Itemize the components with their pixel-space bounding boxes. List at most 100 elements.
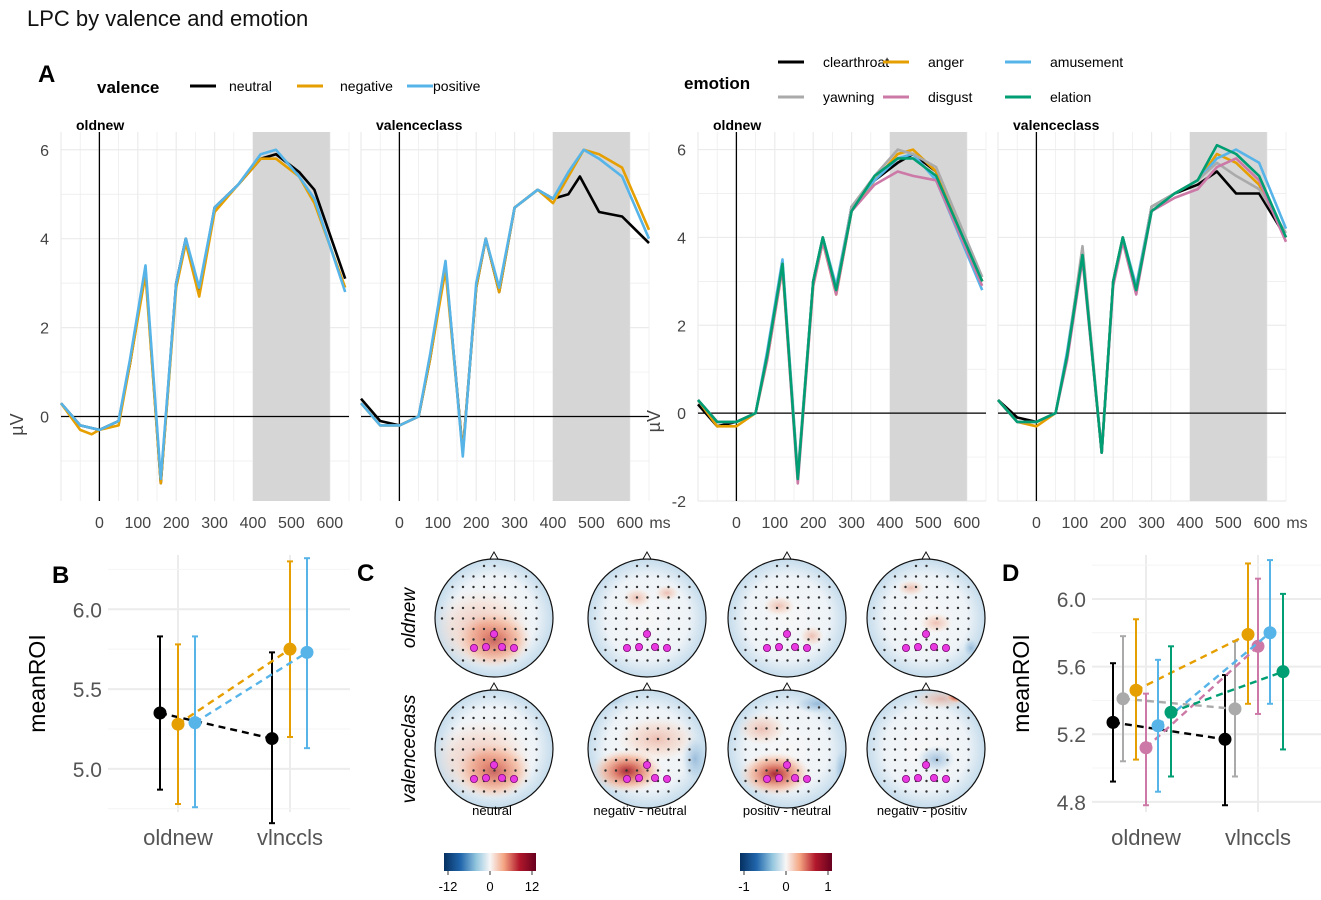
electrode <box>656 769 660 772</box>
roi-electrode <box>469 775 478 784</box>
electrode <box>514 769 517 772</box>
electrode <box>775 758 779 762</box>
activity-blob <box>800 626 824 646</box>
electrode <box>967 617 970 620</box>
electrode <box>604 769 607 772</box>
electrode <box>817 769 821 772</box>
electrode <box>461 585 465 589</box>
electrode <box>914 748 918 751</box>
colorbar-tick-label: 1 <box>824 879 831 894</box>
electrode <box>883 585 886 589</box>
colorbar-tick-label: -12 <box>439 879 458 894</box>
x-tick-label: 600 <box>616 515 643 532</box>
roi-electrode <box>902 644 911 653</box>
x-tick-label: 0 <box>95 515 104 532</box>
electrode <box>667 638 670 641</box>
electrode <box>914 790 918 793</box>
electrode <box>646 617 649 620</box>
x-tick-label: 300 <box>1138 515 1165 532</box>
nose-icon <box>489 681 499 691</box>
electrode <box>646 695 649 699</box>
electrode <box>535 596 538 599</box>
roi-electrode <box>643 761 652 770</box>
electrode <box>817 748 821 751</box>
electrode <box>646 716 649 720</box>
electrode <box>482 617 486 620</box>
electrode <box>883 627 886 631</box>
scalp-activity <box>435 564 538 668</box>
mean-point-disgust <box>1251 639 1265 653</box>
electrode <box>524 748 528 751</box>
electrode <box>946 716 949 720</box>
electrode <box>893 790 897 793</box>
mean-point-positive <box>188 716 202 730</box>
electrode <box>925 617 928 620</box>
electrode <box>535 737 538 741</box>
roi-electrode <box>509 644 518 653</box>
electrode <box>493 790 496 793</box>
electrode <box>667 727 670 730</box>
topomap-0-0 <box>434 550 554 678</box>
electrode <box>935 737 939 741</box>
electrode <box>688 606 691 610</box>
electrode <box>744 596 747 599</box>
electrode <box>614 585 618 589</box>
electrode <box>883 758 886 762</box>
electrode <box>935 758 939 762</box>
electrode <box>893 706 897 709</box>
electrode <box>493 716 496 720</box>
mean-point-yawning <box>1116 692 1130 706</box>
electrode <box>482 769 486 772</box>
electrode <box>656 727 660 730</box>
electrode <box>472 596 475 599</box>
electrode <box>956 769 960 772</box>
electrode <box>688 638 691 641</box>
lpc-window <box>253 132 330 501</box>
x-tick-label: 600 <box>953 515 980 532</box>
electrode <box>593 606 597 610</box>
electrode <box>807 638 810 641</box>
electrode <box>796 638 800 641</box>
electrode <box>451 737 454 741</box>
electrode <box>625 585 628 589</box>
electrode <box>883 606 886 610</box>
electrode <box>524 596 528 599</box>
electrode <box>754 790 758 793</box>
mean-point-clearthroat <box>1106 715 1120 729</box>
electrode <box>828 716 831 720</box>
nose-icon <box>642 550 652 560</box>
electrode <box>775 716 779 720</box>
electrode <box>754 779 758 783</box>
electrode <box>956 648 960 652</box>
electrode <box>635 737 639 741</box>
electrode <box>614 758 618 762</box>
electrode <box>935 769 939 772</box>
electrode <box>451 596 454 599</box>
mean-point-elation <box>1276 665 1290 679</box>
electrode <box>503 617 507 620</box>
electrode <box>656 659 660 662</box>
electrode <box>514 596 517 599</box>
nose-icon <box>642 681 652 691</box>
electrode <box>667 575 670 578</box>
electrode <box>817 617 821 620</box>
roi-electrode <box>489 761 498 770</box>
electrode <box>482 758 486 762</box>
electrode <box>904 575 907 578</box>
electrode <box>604 585 607 589</box>
electrode <box>914 769 918 772</box>
electrode <box>733 748 737 751</box>
nose-icon <box>921 681 931 691</box>
x-tick-label: 300 <box>501 515 528 532</box>
electrode <box>614 638 618 641</box>
electrode <box>493 706 496 709</box>
electrode <box>646 606 649 610</box>
topomap-1-0 <box>434 681 554 809</box>
electrode <box>646 748 649 751</box>
electrode <box>677 758 681 762</box>
electrode <box>925 596 928 599</box>
electrode <box>775 575 779 578</box>
electrode <box>796 596 800 599</box>
x-tick-label: 100 <box>124 515 151 532</box>
electrode <box>883 748 886 751</box>
